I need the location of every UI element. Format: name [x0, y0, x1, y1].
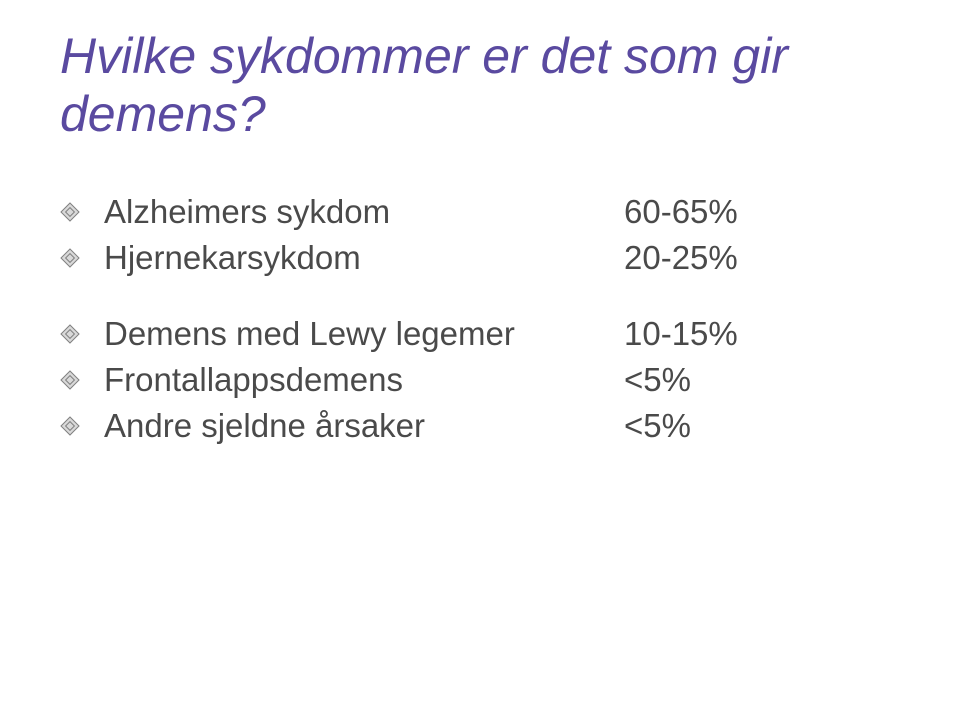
list-item: Andre sjeldne årsaker <5% — [60, 407, 900, 445]
list-group-1: Alzheimers sykdom 60-65% Hjernekarsykdom… — [60, 193, 900, 277]
diamond-bullet-icon — [60, 370, 104, 390]
item-label: Alzheimers sykdom — [104, 193, 624, 231]
list-item: Demens med Lewy legemer 10-15% — [60, 315, 900, 353]
item-value: 10-15% — [624, 315, 738, 353]
diamond-bullet-icon — [60, 324, 104, 344]
slide: Hvilke sykdommer er det som gir demens? … — [0, 0, 960, 717]
diamond-bullet-icon — [60, 202, 104, 222]
list-item: Hjernekarsykdom 20-25% — [60, 239, 900, 277]
item-label: Frontallappsdemens — [104, 361, 624, 399]
slide-title: Hvilke sykdommer er det som gir demens? — [60, 28, 900, 143]
item-value: 60-65% — [624, 193, 738, 231]
item-label: Demens med Lewy legemer — [104, 315, 624, 353]
item-label: Hjernekarsykdom — [104, 239, 624, 277]
item-value: <5% — [624, 407, 691, 445]
list-item: Alzheimers sykdom 60-65% — [60, 193, 900, 231]
item-value: <5% — [624, 361, 691, 399]
list-item: Frontallappsdemens <5% — [60, 361, 900, 399]
diamond-bullet-icon — [60, 248, 104, 268]
item-label: Andre sjeldne årsaker — [104, 407, 624, 445]
list-group-2: Demens med Lewy legemer 10-15% Frontalla… — [60, 315, 900, 445]
diamond-bullet-icon — [60, 416, 104, 436]
item-value: 20-25% — [624, 239, 738, 277]
